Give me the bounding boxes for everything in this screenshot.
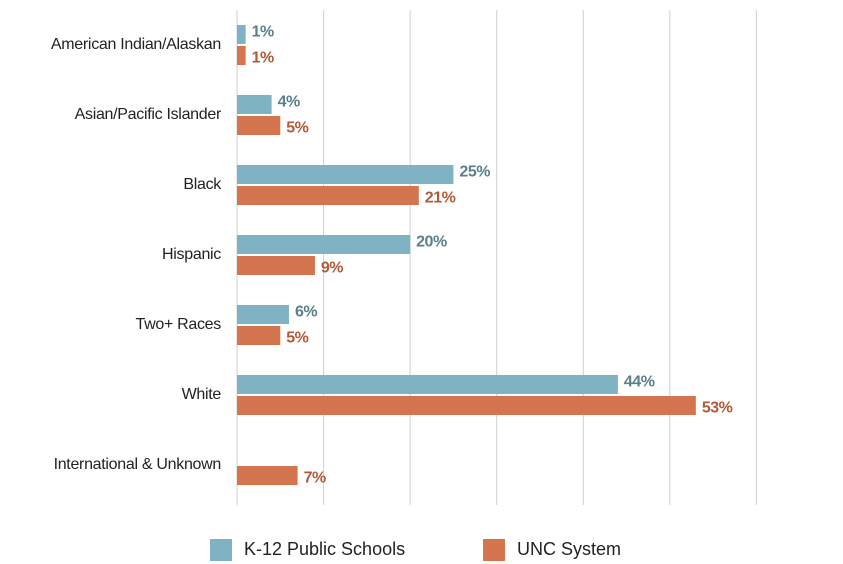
value-label: 1% <box>252 24 274 41</box>
value-label: 25% <box>459 164 490 181</box>
value-label: 44% <box>624 374 655 391</box>
value-label: 5% <box>286 120 308 137</box>
value-label: 6% <box>295 304 317 321</box>
bar <box>237 396 696 415</box>
value-label: 21% <box>425 190 456 207</box>
bar <box>237 165 454 184</box>
value-label: 1% <box>252 50 274 67</box>
bar <box>237 46 246 65</box>
bar <box>237 235 411 254</box>
category-label: Asian/Pacific Islander <box>75 106 222 123</box>
bar <box>237 305 289 324</box>
legend-swatch <box>483 539 505 561</box>
category-label: American Indian/Alaskan <box>51 36 221 53</box>
value-label: 9% <box>321 260 343 277</box>
value-label: 4% <box>278 94 300 111</box>
bar <box>237 466 298 485</box>
category-label: Two+ Races <box>136 316 222 333</box>
bar <box>237 375 618 394</box>
category-label: Black <box>183 176 222 193</box>
legend-label: UNC System <box>517 539 621 559</box>
legend-label: K-12 Public Schools <box>244 539 405 559</box>
value-label: 20% <box>416 234 447 251</box>
bar <box>237 95 272 114</box>
category-label: International & Unknown <box>54 456 221 473</box>
bar <box>237 25 246 44</box>
bar <box>237 116 281 135</box>
legend-swatch <box>210 539 232 561</box>
value-label: 53% <box>702 400 733 417</box>
value-label: 5% <box>286 330 308 347</box>
category-label: White <box>182 386 222 403</box>
category-label: Hispanic <box>162 246 221 263</box>
bar <box>237 326 281 345</box>
bar <box>237 186 419 205</box>
value-label: 7% <box>304 470 326 487</box>
bar <box>237 256 315 275</box>
